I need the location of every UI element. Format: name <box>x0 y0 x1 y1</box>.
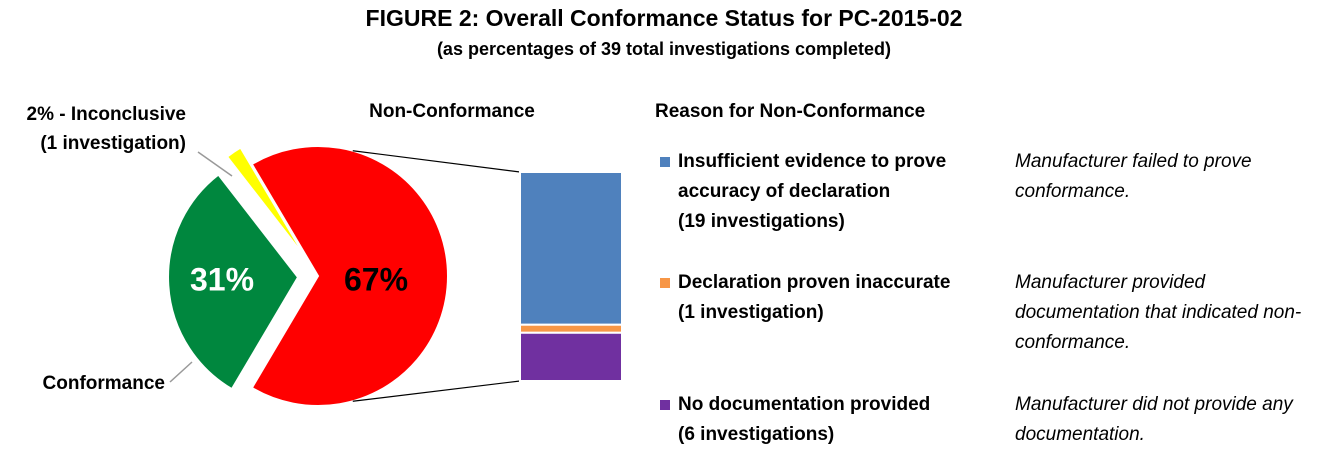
breakdown-title: Reason for Non-Conformance <box>655 101 925 122</box>
connector <box>352 150 521 173</box>
legend-count: (1 investigation) <box>678 302 824 323</box>
category-label: 2% - Inconclusive <box>27 104 186 125</box>
legend-swatch <box>660 278 670 288</box>
legend-description: Manufacturer failed to prove conformance… <box>1015 151 1252 202</box>
legend-label: Insufficient evidence to prove accuracy … <box>678 151 947 202</box>
chart-title: FIGURE 2: Overall Conformance Status for… <box>366 5 963 31</box>
leader-line <box>197 151 233 177</box>
pie-slice <box>250 145 450 407</box>
legend-description: Manufacturer did not provide any documen… <box>1015 394 1293 445</box>
connector <box>352 380 521 402</box>
bar-segment <box>519 323 623 334</box>
pie-slice <box>225 146 308 261</box>
bar-segment <box>519 171 623 326</box>
legend-count: (19 investigations) <box>678 211 845 232</box>
category-note: (1 investigation) <box>40 133 186 154</box>
legend-label: No documentation provided <box>678 394 931 415</box>
bar-segment <box>519 331 623 382</box>
legend-label: Declaration proven inaccurate <box>678 272 951 293</box>
legend-swatch <box>660 400 670 410</box>
category-label: Non-Conformance <box>369 101 535 122</box>
category-label: Conformance <box>43 373 165 394</box>
slice-label: 31% <box>190 261 254 297</box>
chart-subtitle: (as percentages of 39 total investigatio… <box>437 39 891 59</box>
legend-count: (6 investigations) <box>678 424 835 445</box>
pie-slice <box>167 173 300 391</box>
legend-swatch <box>660 157 670 167</box>
legend-description: Manufacturer provided documentation that… <box>1015 272 1302 353</box>
leader-line <box>169 361 193 383</box>
slice-label: 67% <box>344 261 408 297</box>
